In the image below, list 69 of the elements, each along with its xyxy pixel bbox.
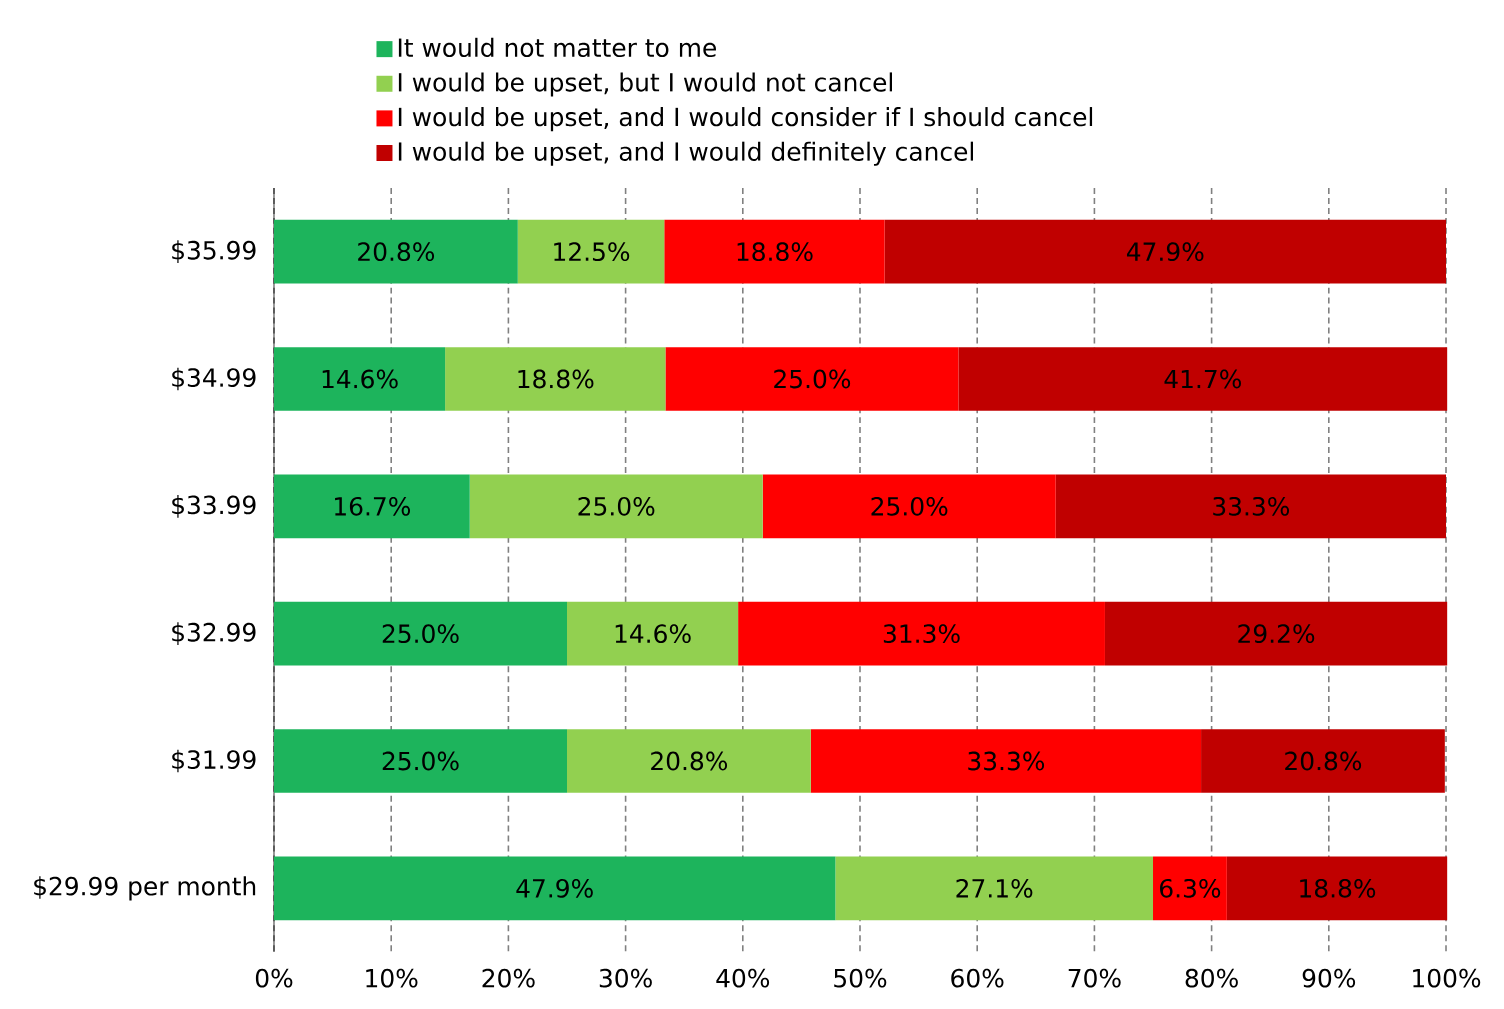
y-tick-label: $31.99 [172,749,256,773]
x-tick-label: 70% [1068,968,1121,988]
data-label: 31.3% [883,624,960,644]
data-label: 6.3% [1160,878,1221,898]
y-tick-label: $33.99 [172,495,256,518]
bar [273,729,567,793]
data-label: 25.0% [871,496,948,516]
y-tick-label: $32.99 [172,622,256,645]
legend-label: I would be upset, and I would consider if I should cancel [398,107,1093,132]
bar [738,601,1105,666]
bar [762,474,1056,539]
bar [1153,856,1227,921]
y-tick-label: $34.99 [172,367,256,391]
legend-label: I would be upset, but I would not cancel [398,72,893,97]
legend-label: It would not matter to me [398,37,716,58]
data-label: 18.8% [1300,878,1376,898]
data-label: 20.8% [651,751,728,771]
bar [273,474,470,539]
bar [517,219,665,284]
y-tick-label: $29.99 per month [34,876,256,901]
x-tick-label: 80% [1185,968,1238,988]
data-label: 18.8% [737,242,813,262]
bar [1201,729,1445,793]
bar [664,219,885,284]
bar [835,856,1154,921]
data-label: 47.9% [516,878,593,898]
data-label: 12.5% [554,242,630,262]
x-tick-label: 50% [834,968,887,988]
bar [273,601,567,666]
data-label: 33.3% [968,751,1045,771]
bar [1104,601,1448,666]
bar [567,601,739,666]
data-label: 18.8% [518,369,594,389]
bar [958,347,1448,411]
bar [273,856,836,921]
data-label: 27.1% [956,878,1033,898]
y-tick-label: $35.99 [172,240,256,263]
data-label: 14.6% [322,369,398,389]
bar [1055,474,1447,539]
bar [567,729,811,793]
data-label: 20.8% [1285,751,1362,771]
bar [445,347,666,411]
data-label: 20.8% [358,242,435,262]
x-tick-label: 20% [482,968,535,988]
data-label: 14.6% [615,624,691,644]
x-tick-label: 40% [716,968,770,988]
data-label: 25.0% [578,496,655,516]
bar [273,347,446,411]
data-label: 29.2% [1238,624,1315,644]
x-tick-label: 100% [1413,968,1481,988]
bar [884,219,1447,284]
bar [665,347,959,411]
x-tick-label: 60% [951,968,1004,988]
data-label: 47.9% [1126,242,1204,262]
x-tick-label: 30% [599,968,652,988]
data-label: 25.0% [382,751,459,771]
x-tick-label: 10% [366,968,418,988]
bar [1226,856,1448,921]
data-label: 33.3% [1213,496,1290,516]
bar [810,729,1202,793]
x-tick-label: 90% [1302,968,1356,988]
legend-label: I would be upset, and I would definitely cancel [398,141,974,166]
data-label: 25.0% [774,369,851,389]
data-label: 25.0% [382,624,459,644]
x-tick-label: 0% [255,968,293,988]
data-label: 41.7% [1164,369,1241,389]
bar [469,474,763,539]
bar [273,219,518,284]
data-label: 16.7% [335,496,411,516]
